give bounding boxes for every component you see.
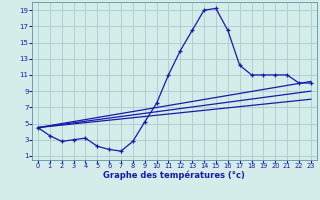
X-axis label: Graphe des températures (°c): Graphe des températures (°c) <box>103 171 245 180</box>
